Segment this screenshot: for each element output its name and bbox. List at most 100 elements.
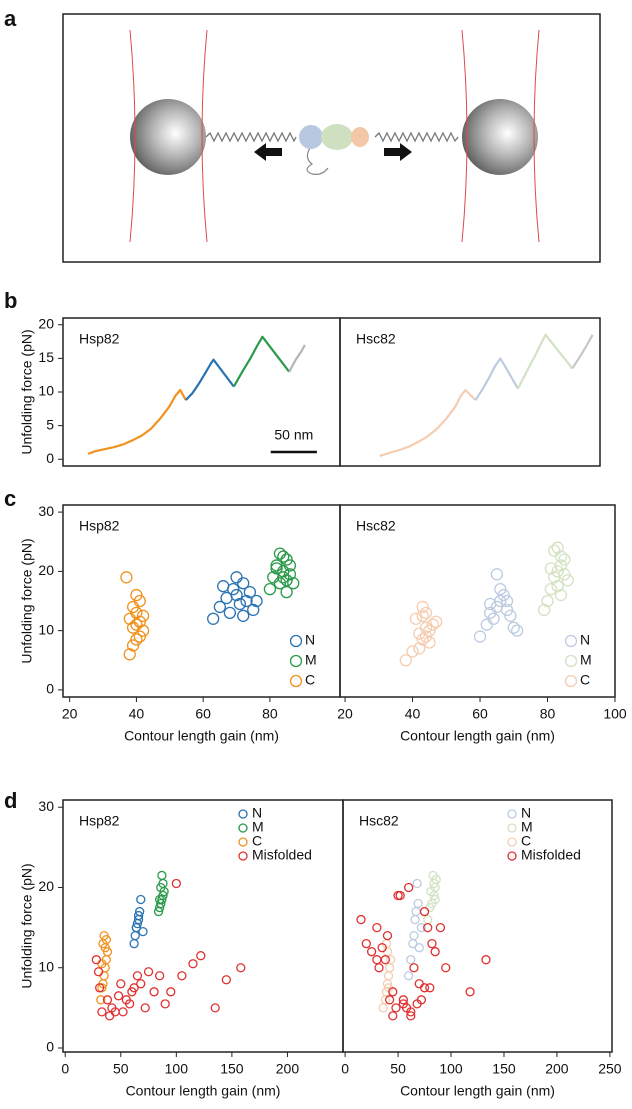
y-tick-label: 5	[46, 416, 54, 432]
legend-label: M	[252, 819, 264, 835]
point	[287, 577, 300, 590]
legend-label: C	[521, 833, 531, 849]
y-tick-label: 20	[38, 315, 54, 331]
point	[419, 906, 430, 917]
legend-label: N	[521, 805, 531, 821]
legend-label: N	[580, 632, 590, 648]
point	[395, 890, 405, 901]
legend-marker	[289, 654, 303, 668]
y-axis-title: Unfolding force (pN)	[19, 863, 35, 988]
point	[130, 930, 140, 941]
chart-title: Hsp82	[79, 518, 120, 534]
point	[120, 571, 133, 584]
point	[223, 606, 237, 620]
point	[221, 975, 231, 985]
y-tick-label: 30	[38, 798, 54, 814]
point	[384, 995, 395, 1005]
bead	[130, 99, 206, 175]
chart-title: Hsp82	[79, 331, 120, 347]
y-tick-label: 20	[38, 878, 54, 894]
point	[356, 914, 366, 925]
point	[494, 582, 507, 596]
point	[406, 955, 416, 965]
point	[380, 955, 391, 965]
point	[136, 894, 146, 905]
point	[551, 580, 564, 593]
point	[230, 571, 243, 584]
trace	[232, 335, 291, 388]
point	[383, 971, 394, 981]
point	[277, 550, 290, 563]
domain-m	[321, 124, 353, 150]
x-tick-label: 20	[337, 706, 353, 722]
x-tick-label: 0	[61, 1061, 69, 1077]
point	[99, 930, 109, 941]
point	[160, 999, 170, 1009]
panel-label: b	[4, 288, 17, 313]
point	[410, 914, 420, 925]
point	[541, 594, 554, 608]
point	[116, 979, 126, 989]
point	[551, 541, 564, 554]
point	[398, 995, 409, 1005]
point	[554, 550, 568, 563]
domain-c	[351, 127, 369, 147]
legend-marker	[238, 837, 248, 847]
point	[500, 603, 514, 617]
point	[113, 991, 124, 1001]
point	[386, 955, 396, 965]
y-tick-label: 10	[38, 958, 54, 974]
point	[561, 574, 574, 587]
x-tick-label: 0	[341, 1061, 349, 1077]
point	[414, 943, 424, 953]
point	[237, 609, 250, 622]
point	[399, 654, 412, 667]
point	[416, 995, 427, 1005]
trace	[474, 357, 519, 401]
x-axis-title: Contour length gain (nm)	[400, 1083, 555, 1099]
point	[544, 582, 558, 596]
point	[416, 600, 429, 614]
point	[130, 633, 143, 646]
trace	[379, 388, 477, 457]
point	[166, 987, 176, 997]
legend-marker	[564, 634, 578, 648]
point	[412, 878, 422, 889]
point	[177, 971, 187, 981]
panel-label: a	[4, 6, 17, 31]
point	[140, 1003, 150, 1013]
point	[240, 594, 253, 608]
point	[372, 922, 382, 933]
point	[155, 894, 165, 905]
y-tick-label: 30	[38, 503, 54, 519]
point	[372, 955, 382, 965]
point	[544, 562, 558, 575]
point	[406, 1011, 416, 1021]
point	[429, 878, 439, 889]
point	[250, 594, 263, 608]
point	[409, 963, 419, 973]
domain-n	[299, 125, 323, 149]
point	[361, 939, 371, 949]
y-axis-title: Unfolding force (pN)	[19, 538, 35, 663]
x-tick-label: 100	[165, 1061, 189, 1077]
point	[558, 553, 571, 566]
point	[409, 930, 419, 941]
point	[416, 633, 429, 646]
legend-label: N	[252, 805, 262, 821]
trace	[571, 334, 594, 370]
trace	[185, 358, 235, 401]
point	[435, 922, 446, 933]
point	[500, 594, 514, 608]
legend-marker	[507, 823, 517, 833]
chart-title: Hsc82	[356, 518, 396, 534]
point	[230, 588, 243, 602]
point	[423, 636, 436, 649]
point	[213, 600, 227, 614]
legend-marker	[238, 809, 248, 819]
point	[423, 922, 433, 933]
legend-marker	[238, 823, 248, 833]
point	[406, 1007, 416, 1017]
legend-label: Misfolded	[521, 847, 581, 863]
point	[127, 987, 137, 997]
